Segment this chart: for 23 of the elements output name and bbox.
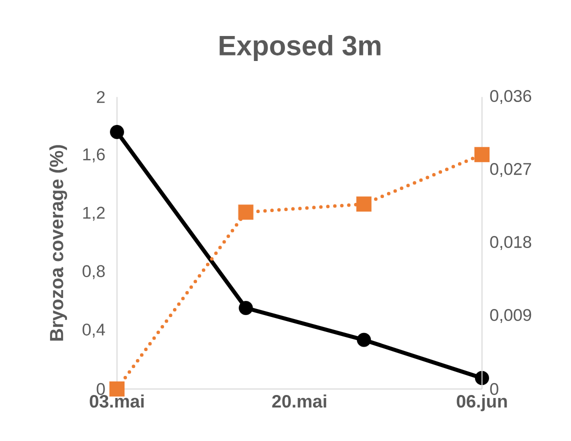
point	[474, 147, 490, 162]
y2-tick-label: 0,036	[490, 90, 532, 104]
point	[238, 204, 254, 220]
y-tick-label: 1,6	[83, 148, 105, 162]
x-tick-label: 20.mai	[272, 394, 326, 408]
point	[356, 332, 371, 347]
point	[110, 124, 124, 140]
point	[356, 196, 372, 212]
y2-tick-label: 0,018	[490, 236, 532, 250]
y-axis-title: Bryozoa coverage (%)	[49, 145, 68, 341]
x-tick-label: 03.mai	[90, 394, 144, 408]
y2-tick-label: 0,027	[490, 162, 532, 177]
y-tick-label: 0	[96, 382, 105, 395]
chart-title: Exposed 3m	[220, 35, 380, 61]
x-tick-label: 06.jun	[456, 394, 507, 412]
y2-tick-label: 0	[490, 382, 498, 395]
y-tick-label: 0,4	[82, 324, 105, 338]
y-tick-label: 0,8	[82, 265, 105, 280]
point	[238, 300, 253, 316]
y2-tick-label: 0,009	[490, 308, 532, 323]
point	[474, 370, 490, 386]
y-tick-label: 2	[96, 91, 105, 103]
y-tick-label: 1,2	[83, 206, 105, 221]
